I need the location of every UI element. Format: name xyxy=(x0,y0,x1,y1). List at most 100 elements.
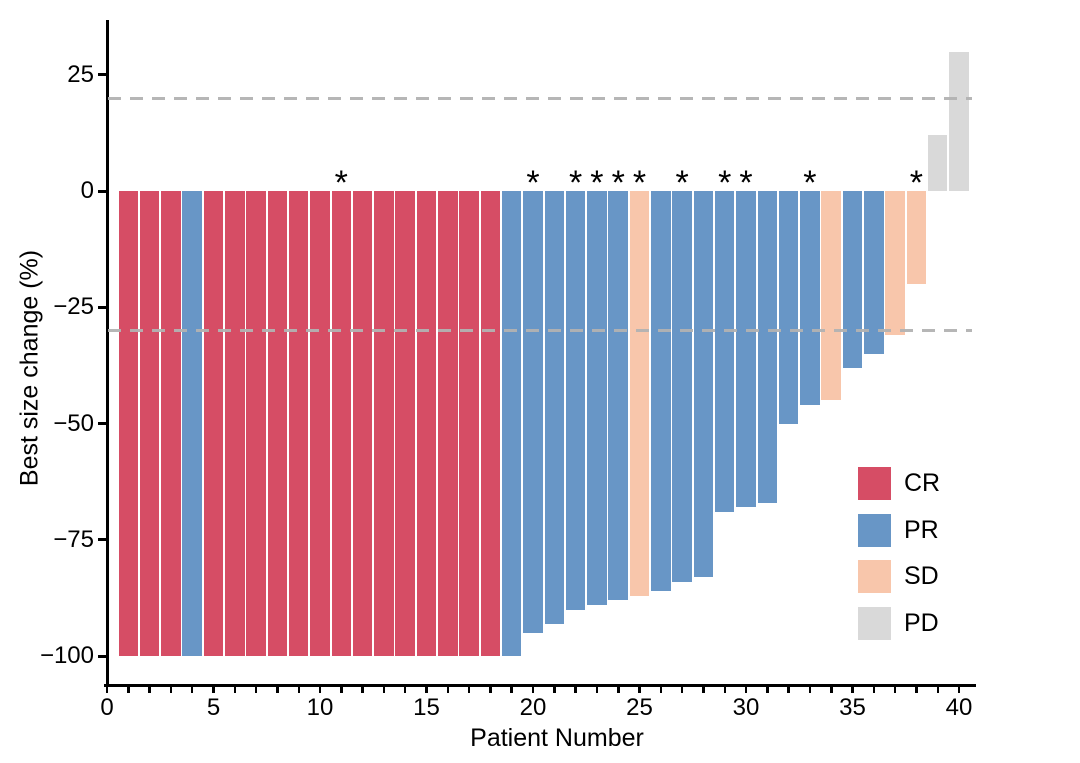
x-tick-label-5: 5 xyxy=(206,694,221,721)
y-tick--25 xyxy=(98,305,106,309)
y-tick--100 xyxy=(98,654,106,658)
y-tick-0 xyxy=(98,189,106,193)
x-tick-9 xyxy=(297,687,300,693)
y-axis-title: Best size change (%) xyxy=(15,249,44,487)
x-tick-19 xyxy=(510,687,513,693)
bar-patient-13-cr xyxy=(374,191,394,656)
x-tick-28 xyxy=(702,687,705,693)
x-tick-2 xyxy=(148,687,151,693)
x-tick-17 xyxy=(467,687,471,693)
bar-patient-40-pd xyxy=(949,51,969,191)
asterisk-patient-23: * xyxy=(590,164,604,202)
legend-label-cr: CR xyxy=(904,469,941,497)
x-tick-label-15: 15 xyxy=(413,694,440,721)
x-tick-31 xyxy=(766,687,769,693)
y-tick-label--75: −75 xyxy=(53,525,94,553)
legend-item-sd: SD xyxy=(858,560,998,594)
legend-label-sd: SD xyxy=(904,562,939,591)
x-tick-32 xyxy=(787,687,790,693)
bar-patient-8-cr xyxy=(267,191,288,656)
x-tick-label-0: 0 xyxy=(100,694,114,721)
x-tick-23 xyxy=(595,687,599,693)
x-tick-label-25: 25 xyxy=(626,694,653,721)
legend-label-pr: PR xyxy=(904,515,939,544)
x-tick-14 xyxy=(403,687,407,693)
bar-patient-31-pr xyxy=(757,191,778,503)
reference-line-20-percent xyxy=(108,96,972,100)
bar-patient-16-cr xyxy=(438,191,458,656)
bar-patient-10-cr xyxy=(310,191,330,656)
bar-patient-29-pr xyxy=(714,191,735,512)
y-tick-label--100: −100 xyxy=(39,642,94,669)
y-tick-label--50: −50 xyxy=(53,409,94,437)
bar-patient-5-cr xyxy=(203,191,224,656)
bar-patient-35-pr xyxy=(842,191,863,368)
x-tick-40 xyxy=(957,687,961,693)
bar-patient-39-pd xyxy=(927,135,948,191)
bar-patient-22-pr xyxy=(565,191,586,610)
x-tick-33 xyxy=(808,687,812,693)
y-tick--75 xyxy=(98,538,106,542)
x-tick-13 xyxy=(382,687,386,693)
x-tick-16 xyxy=(446,687,450,693)
x-tick-20 xyxy=(531,687,535,693)
x-tick-18 xyxy=(489,687,492,693)
legend-swatch-pr xyxy=(858,513,891,547)
x-tick-25 xyxy=(638,687,641,693)
y-tick-25 xyxy=(98,73,106,77)
x-tick-21 xyxy=(553,687,556,693)
x-tick-22 xyxy=(574,687,577,693)
x-tick-30 xyxy=(744,687,748,693)
bar-patient-7-cr xyxy=(246,191,266,656)
bar-patient-6-cr xyxy=(225,191,245,656)
x-tick-39 xyxy=(936,687,939,693)
bar-patient-15-cr xyxy=(416,191,437,656)
bar-patient-21-pr xyxy=(544,191,565,624)
x-tick-label-40: 40 xyxy=(945,694,973,721)
x-tick-10 xyxy=(318,687,322,693)
x-tick-37 xyxy=(893,687,897,693)
bar-patient-28-pr xyxy=(693,191,714,577)
x-tick-label-35: 35 xyxy=(839,694,866,721)
x-tick-label-10: 10 xyxy=(306,694,334,721)
bar-patient-34-sd xyxy=(821,191,841,401)
asterisk-patient-11: * xyxy=(334,164,348,202)
bar-patient-33-pr xyxy=(800,191,820,405)
y-tick-label-0: 0 xyxy=(80,177,94,204)
bar-patient-20-pr xyxy=(523,191,543,633)
asterisk-patient-27: * xyxy=(675,164,689,202)
asterisk-patient-22: * xyxy=(568,164,583,202)
x-tick-4 xyxy=(190,687,194,693)
legend-label-pd: PD xyxy=(904,609,939,638)
asterisk-patient-30: * xyxy=(739,164,753,202)
x-tick-36 xyxy=(872,687,876,693)
x-tick-29 xyxy=(723,687,726,693)
x-tick-0 xyxy=(105,687,109,693)
x-axis-line xyxy=(104,684,976,687)
bar-patient-3-cr xyxy=(161,191,181,656)
x-axis-title: Patient Number xyxy=(470,724,644,752)
asterisk-patient-25: * xyxy=(632,164,647,202)
y-axis-line xyxy=(106,20,109,687)
bar-patient-32-pr xyxy=(778,191,799,424)
x-tick-26 xyxy=(659,687,663,693)
bar-patient-2-cr xyxy=(139,191,160,656)
x-tick-label-20: 20 xyxy=(519,694,547,721)
x-tick-34 xyxy=(830,687,833,693)
bar-patient-4-pr xyxy=(182,191,202,656)
bar-patient-17-cr xyxy=(459,191,479,656)
bar-patient-12-cr xyxy=(352,191,373,656)
reference-line--30-percent xyxy=(108,329,972,332)
x-tick-38 xyxy=(915,687,918,693)
bar-patient-9-cr xyxy=(288,191,309,656)
x-tick-label-30: 30 xyxy=(732,694,760,721)
asterisk-patient-38: * xyxy=(909,164,923,202)
asterisk-patient-33: * xyxy=(803,164,817,202)
asterisk-patient-29: * xyxy=(718,164,732,202)
x-tick-5 xyxy=(212,687,215,693)
bar-patient-36-pr xyxy=(864,191,884,354)
x-tick-3 xyxy=(169,687,173,693)
y-tick-label--25: −25 xyxy=(53,293,94,321)
bar-patient-14-cr xyxy=(395,191,415,656)
